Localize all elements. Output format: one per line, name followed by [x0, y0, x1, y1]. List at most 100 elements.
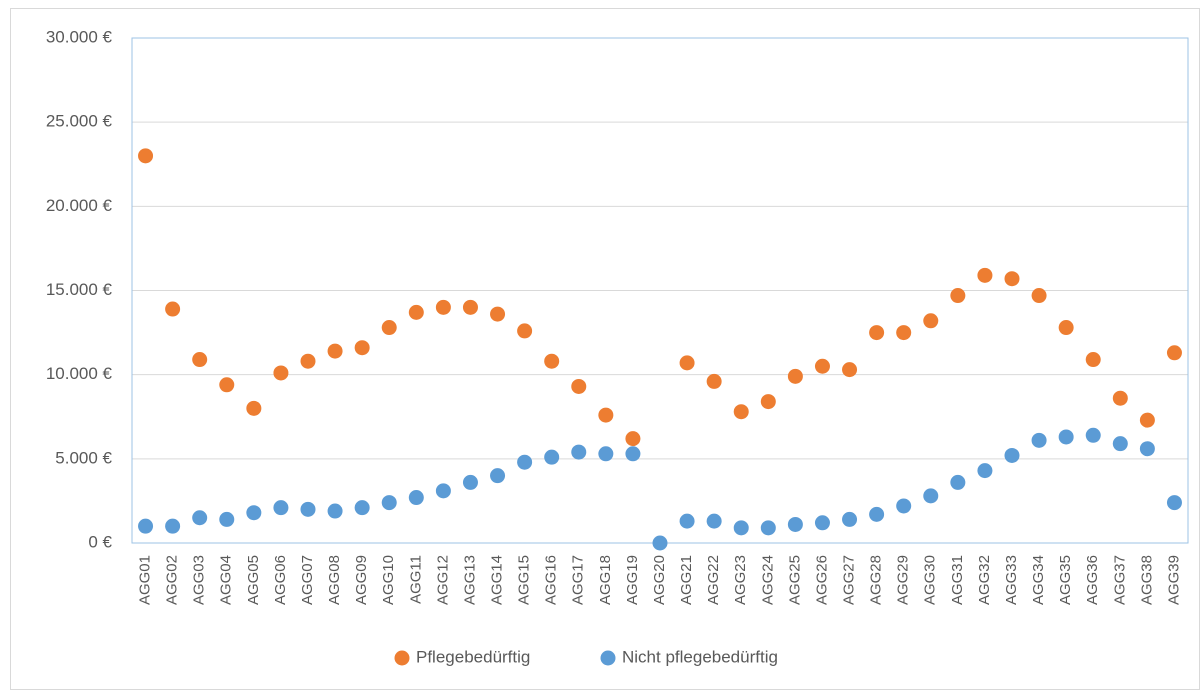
- x-tick-label: AGG36: [1084, 555, 1101, 605]
- dot: [814, 515, 830, 531]
- dot: [1058, 429, 1074, 445]
- x-tick-label: AGG25: [786, 555, 803, 605]
- dot: [408, 304, 424, 320]
- x-tick-label: AGG02: [164, 555, 181, 605]
- x-tick-label: AGG37: [1111, 555, 1128, 605]
- x-tick-label: AGG17: [570, 555, 587, 605]
- dot: [869, 506, 885, 522]
- x-tick-label: AGG35: [1057, 555, 1074, 605]
- dot: [896, 325, 912, 341]
- x-tick-label: AGG06: [272, 555, 289, 605]
- dot: [327, 503, 343, 519]
- dot: [300, 501, 316, 517]
- dot: [1031, 432, 1047, 448]
- x-tick-label: AGG29: [895, 555, 912, 605]
- y-tick-label: 15.000 €: [46, 280, 113, 299]
- dot: [733, 404, 749, 420]
- dot: [1112, 436, 1128, 452]
- dot: [544, 353, 560, 369]
- x-tick-label: AGG15: [516, 555, 533, 605]
- legend-label: Nicht pflegebedürftig: [622, 647, 778, 666]
- x-tick-label: AGG14: [489, 555, 506, 605]
- x-tick-label: AGG11: [407, 555, 424, 604]
- x-tick-label: AGG16: [543, 555, 560, 605]
- x-tick-label: AGG09: [353, 555, 370, 605]
- x-tick-label: AGG03: [191, 555, 208, 605]
- x-tick-label: AGG32: [976, 555, 993, 605]
- y-tick-label: 30.000 €: [46, 27, 113, 46]
- dot: [517, 454, 533, 470]
- dot: [381, 495, 397, 511]
- dot: [1085, 352, 1101, 368]
- dot: [869, 325, 885, 341]
- dot: [625, 431, 641, 447]
- x-tick-label: AGG10: [380, 555, 397, 605]
- x-tick-label: AGG01: [137, 555, 154, 605]
- dot: [138, 148, 154, 164]
- dot: [1166, 495, 1182, 511]
- x-tick-label: AGG39: [1165, 555, 1182, 605]
- x-tick-label: AGG26: [813, 555, 830, 605]
- legend-label: Pflegebedürftig: [416, 647, 530, 666]
- y-tick-label: 5.000 €: [55, 448, 112, 467]
- dot: [354, 340, 370, 356]
- x-tick-label: AGG38: [1138, 555, 1155, 605]
- dot: [354, 500, 370, 516]
- x-tick-label: AGG19: [624, 555, 641, 605]
- dot: [192, 510, 208, 526]
- dot: [1004, 271, 1020, 287]
- dot: [977, 463, 993, 479]
- x-tick-label: AGG22: [705, 555, 722, 605]
- legend-marker: [600, 650, 616, 666]
- x-tick-label: AGG08: [326, 555, 343, 605]
- dot: [192, 352, 208, 368]
- dot: [435, 299, 451, 315]
- dot: [517, 323, 533, 339]
- y-tick-label: 20.000 €: [46, 196, 113, 215]
- dot: [165, 301, 181, 317]
- dot: [842, 362, 858, 378]
- dot: [1139, 441, 1155, 457]
- dot: [787, 368, 803, 384]
- dot: [1004, 447, 1020, 463]
- dot: [462, 474, 478, 490]
- dot: [706, 373, 722, 389]
- dot: [219, 511, 235, 527]
- x-tick-label: AGG23: [732, 555, 749, 605]
- x-tick-label: AGG21: [678, 555, 695, 605]
- dot: [1031, 288, 1047, 304]
- dot: [273, 500, 289, 516]
- x-tick-label: AGG04: [218, 555, 235, 605]
- x-tick-label: AGG34: [1030, 555, 1047, 605]
- dot: [408, 490, 424, 506]
- dot: [273, 365, 289, 381]
- dot: [1058, 320, 1074, 336]
- x-tick-label: AGG13: [461, 555, 478, 605]
- x-tick-label: AGG28: [868, 555, 885, 605]
- x-tick-label: AGG20: [651, 555, 668, 605]
- dot: [950, 474, 966, 490]
- dot: [733, 520, 749, 536]
- dot: [923, 313, 939, 329]
- x-tick-label: AGG05: [245, 555, 262, 605]
- dot: [462, 299, 478, 315]
- dot: [1112, 390, 1128, 406]
- dot: [950, 288, 966, 304]
- x-tick-label: AGG07: [299, 555, 316, 605]
- x-tick-label: AGG18: [597, 555, 614, 605]
- dot: [165, 518, 181, 534]
- dot: [679, 513, 695, 529]
- dot: [219, 377, 235, 393]
- x-tick-label: AGG31: [949, 555, 966, 605]
- y-tick-label: 25.000 €: [46, 112, 113, 131]
- dot: [598, 446, 614, 462]
- dot: [490, 468, 506, 484]
- dot: [760, 520, 776, 536]
- dot: [814, 358, 830, 374]
- y-tick-label: 0 €: [88, 532, 112, 551]
- dot: [1166, 345, 1182, 361]
- dot: [625, 446, 641, 462]
- x-tick-label: AGG27: [841, 555, 858, 605]
- dot: [598, 407, 614, 423]
